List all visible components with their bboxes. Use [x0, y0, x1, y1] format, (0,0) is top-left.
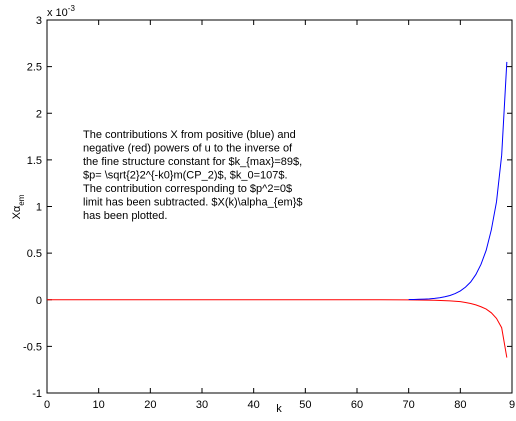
y-tick-label: 1 — [36, 202, 42, 214]
y-multiplier: x 10-3 — [47, 4, 75, 19]
y-axis-label: Xαem — [11, 194, 26, 219]
annotation-line: limit has been subtracted. $X(k)\alpha_{… — [83, 197, 303, 209]
x-tick-label: 0 — [44, 399, 50, 411]
x-tick-label: 30 — [196, 399, 208, 411]
x-tick-label: 9 — [509, 399, 515, 411]
y-tick-label: 2 — [36, 108, 42, 120]
x-tick-label: 70 — [403, 399, 415, 411]
x-tick-label: 80 — [454, 399, 466, 411]
y-tick-label: -0.5 — [23, 341, 42, 353]
annotation-line: the fine structure constant for $k_{max}… — [83, 156, 302, 168]
x-tick-label: 20 — [144, 399, 156, 411]
annotation-line: The contributions X from positive (blue)… — [83, 129, 296, 141]
y-tick-label: 3 — [36, 15, 42, 27]
x-tick-label: 50 — [299, 399, 311, 411]
plot-box — [46, 19, 513, 394]
annotation-line: negative (red) powers of u to the invers… — [83, 143, 293, 155]
annotation-line: $p= \sqrt{2}2^{-k0}m(CP_2)$, $k_0=107$. — [83, 170, 288, 182]
y-label-subscript: em — [17, 194, 26, 205]
y-multiplier-exponent: -3 — [68, 4, 76, 13]
y-tick-label: 1.5 — [27, 155, 42, 167]
x-tick-label: 10 — [93, 399, 105, 411]
annotation-line: The contribution corresponding to $p^2=0… — [83, 183, 292, 195]
x-axis-label: k — [276, 403, 282, 415]
y-tick-label: -1 — [32, 388, 42, 400]
y-tick-label: 0.5 — [27, 248, 42, 260]
annotation: The contributions X from positive (blue)… — [83, 129, 303, 222]
y-multiplier-base: x 10 — [47, 7, 68, 19]
y-tick-label: 0 — [36, 295, 42, 307]
data-line — [408, 61, 508, 301]
y-tick-label: 2.5 — [27, 62, 42, 74]
annotation-line: has been plotted. — [83, 210, 167, 222]
x-tick-label: 40 — [248, 399, 260, 411]
x-tick-label: 60 — [351, 399, 363, 411]
y-label-main: Xα — [11, 205, 23, 219]
data-line — [47, 299, 508, 358]
